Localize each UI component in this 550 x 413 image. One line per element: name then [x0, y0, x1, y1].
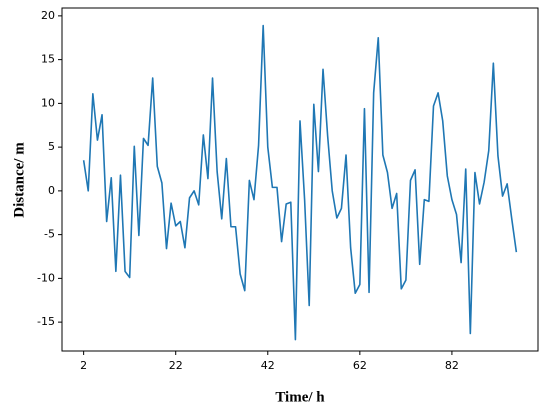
- x-tick-label: 22: [169, 359, 183, 372]
- x-tick-label: 82: [445, 359, 459, 372]
- plot-frame: [61, 7, 539, 352]
- y-tick-label: 20: [41, 9, 55, 22]
- y-tick-label: 5: [48, 140, 55, 153]
- x-axis-label: Time/ h: [275, 389, 325, 405]
- y-axis-label: Distance/ m: [11, 142, 27, 218]
- y-tick-label: 0: [48, 184, 55, 197]
- y-tick-label: 10: [41, 96, 55, 109]
- y-tick-label: -15: [37, 315, 55, 328]
- y-tick-label: -10: [37, 271, 55, 284]
- x-tick-label: 42: [261, 359, 275, 372]
- x-tick-label: 2: [80, 359, 87, 372]
- y-tick-label: -5: [44, 228, 55, 241]
- x-tick-label: 62: [353, 359, 367, 372]
- y-tick-label: 15: [41, 53, 55, 66]
- data-line: [82, 24, 518, 341]
